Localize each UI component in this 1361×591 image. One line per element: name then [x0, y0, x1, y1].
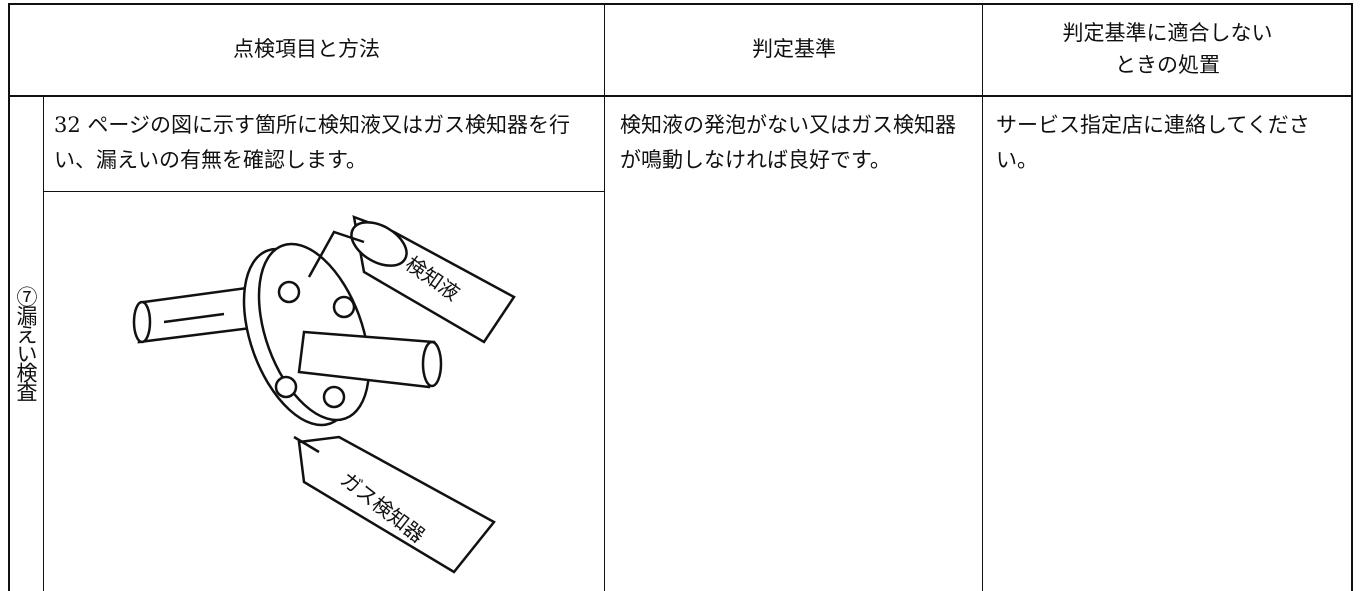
bolt	[277, 280, 301, 304]
header-text: ときの処置	[1115, 53, 1220, 77]
bolt	[322, 385, 346, 409]
header-text: 点検項目と方法	[233, 37, 380, 61]
section-cell: ⑦漏えい検査	[8, 95, 44, 591]
method-text: 32 ページの図に示す箇所に検知液又はガス検知器を行い、漏えいの有無を確認します…	[54, 113, 570, 172]
leak-test-figure: 検知液 ガス検知器	[132, 215, 516, 574]
border-top	[8, 3, 1353, 5]
pipe-left	[137, 285, 261, 344]
pipe-shade	[163, 312, 225, 324]
header-cell: 点検項目と方法	[8, 3, 605, 95]
action-text: サービス指定店に連絡してください。	[996, 113, 1310, 172]
bottle-cap	[350, 221, 408, 267]
pipe-right	[297, 330, 436, 389]
detector-box	[297, 435, 496, 574]
bolt	[332, 295, 356, 319]
header-cell: 判定基準に適合しない ときの処置	[983, 3, 1352, 95]
nozzle	[307, 230, 365, 278]
pipe-end	[421, 340, 443, 388]
header-text: 判定基準に適合しない	[1062, 21, 1273, 45]
col-divider	[982, 3, 983, 591]
border-left	[8, 3, 10, 591]
probe	[293, 435, 320, 454]
bolt	[274, 375, 298, 399]
col-divider	[604, 3, 605, 591]
section-divider	[43, 95, 44, 591]
criterion-text: 検知液の発泡がない又はガス検知器が鳴動しなければ良好です。	[620, 113, 956, 172]
header-cell: 判定基準	[605, 3, 983, 95]
pipe-end	[132, 300, 152, 344]
subrow-divider	[44, 191, 605, 192]
header-text: 判定基準	[752, 37, 836, 61]
border-right	[1351, 3, 1353, 591]
section-label: ⑦漏えい検査	[14, 286, 38, 400]
header-bottom	[8, 95, 1353, 97]
